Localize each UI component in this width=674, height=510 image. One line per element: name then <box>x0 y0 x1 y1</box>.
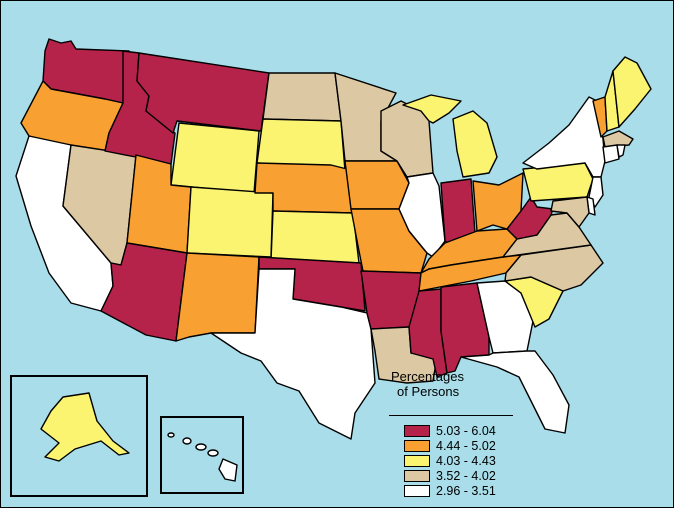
legend-item: 2.96 - 3.51 <box>404 483 496 498</box>
legend-label: 3.52 - 4.02 <box>436 468 496 483</box>
state-me <box>612 56 652 128</box>
legend-swatch <box>404 469 430 482</box>
hawaii-inset-box <box>160 416 244 494</box>
state-il <box>398 172 446 258</box>
legend-item: 4.03 - 4.43 <box>404 453 496 468</box>
legend-swatch <box>404 484 430 497</box>
legend-swatch <box>404 424 430 437</box>
state-nm <box>175 252 260 342</box>
state-md <box>550 196 590 228</box>
legend-label: 2.96 - 3.51 <box>436 483 496 498</box>
legend-swatch <box>404 454 430 467</box>
hawaii-islands <box>167 432 238 482</box>
state-nd <box>262 72 342 122</box>
state-pa <box>522 162 594 202</box>
legend-title-line1: Percentages <box>391 369 464 384</box>
legend-swatch <box>404 439 430 452</box>
legend-item: 4.44 - 5.02 <box>404 438 496 453</box>
legend-label: 5.03 - 6.04 <box>436 423 496 438</box>
state-ny <box>522 96 606 178</box>
legend: 5.03 - 6.04 4.44 - 5.02 4.03 - 4.43 3.52… <box>404 423 496 498</box>
alaska-inset-box <box>10 375 148 497</box>
state-fl <box>460 350 570 434</box>
state-ri <box>616 144 626 158</box>
state-ks <box>270 210 360 264</box>
legend-label: 4.03 - 4.43 <box>436 453 496 468</box>
state-ia <box>344 160 410 210</box>
state-tx <box>210 268 376 440</box>
state-ma <box>602 130 634 148</box>
legend-label: 4.44 - 5.02 <box>436 438 496 453</box>
state-co <box>186 186 274 258</box>
legend-title-line2: of Persons <box>397 384 460 399</box>
state-ak <box>40 392 130 462</box>
legend-title: Percentages of Persons <box>391 369 521 399</box>
state-ct <box>602 144 620 164</box>
state-mi <box>402 94 498 178</box>
legend-item: 3.52 - 4.02 <box>404 468 496 483</box>
legend-item: 5.03 - 6.04 <box>404 423 496 438</box>
legend-rule <box>389 415 513 416</box>
state-wy <box>170 122 260 194</box>
